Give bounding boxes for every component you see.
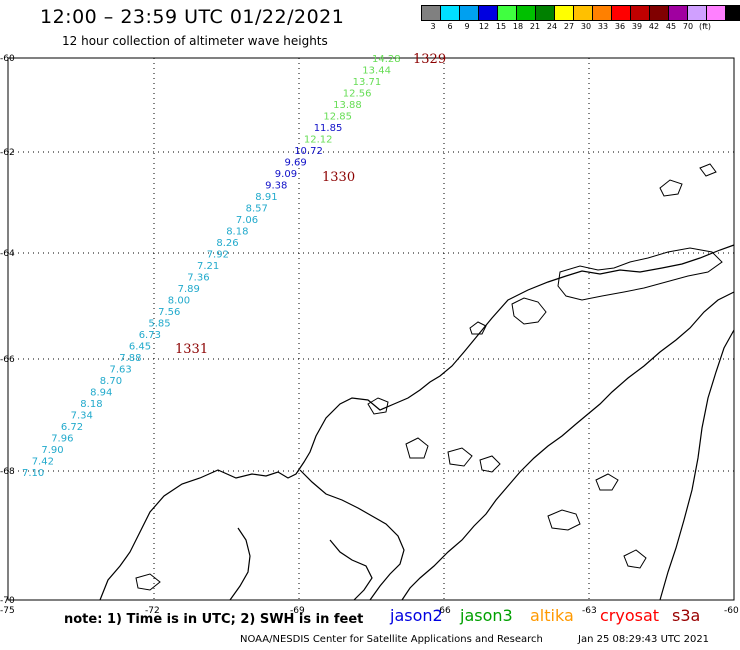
legend-bin-label: 39 [631, 22, 643, 31]
map-subtitle: 12 hour collection of altimeter wave hei… [62, 34, 328, 48]
wave-height-label: 7.56 [158, 307, 180, 318]
legend-bin-label: 30 [580, 22, 592, 31]
lon-tick-labels: -75 -72 -69 -66 -63 -60 [0, 606, 739, 616]
wave-height-label: 7.36 [187, 273, 209, 284]
color-legend-labels: 3 6 9 12 15 18 21 24 27 30 33 36 39 42 45 70 (ft) [422, 22, 740, 34]
lon-tick: -66 [436, 606, 451, 616]
lon-tick: -75 [0, 606, 15, 616]
legend-jason2: jason2 [390, 606, 443, 625]
orbit-label: 1329 [413, 52, 446, 67]
legend-bin-label: 12 [478, 22, 490, 31]
wave-height-label: 12.56 [343, 89, 372, 100]
wave-height-label: 8.00 [168, 296, 190, 307]
wave-height-label: 7.88 [119, 353, 141, 364]
wave-height-label: 8.26 [216, 238, 238, 249]
wave-height-label: 7.63 [110, 365, 132, 376]
altimeter-track: 14.2813.4413.7112.5613.8812.8511.8512.12… [22, 54, 401, 479]
footer-note: note: 1) Time is in UTC; 2) SWH is in fe… [64, 612, 364, 627]
wave-height-label: 7.89 [178, 284, 200, 295]
lon-tick: -69 [290, 606, 305, 616]
legend-bin-label: 45 [665, 22, 677, 31]
lat-lon-grid [8, 58, 734, 600]
wave-height-label: 14.28 [372, 54, 401, 65]
wave-height-label: 7.10 [22, 468, 44, 479]
lat-tick: -66 [0, 355, 15, 365]
wave-height-label: 6.73 [139, 330, 161, 341]
legend-bin-label: 15 [495, 22, 507, 31]
legend-s3a: s3a [672, 606, 701, 625]
wave-height-label: 8.94 [90, 388, 112, 399]
map-frame [7, 57, 735, 601]
wave-height-label: 9.09 [275, 169, 297, 180]
legend-bin-label: 24 [546, 22, 558, 31]
wave-height-label: 6.72 [61, 422, 83, 433]
wave-height-label: 13.44 [362, 66, 391, 77]
wave-height-label: 12.12 [304, 135, 333, 146]
map-title: 12:00 – 23:59 UTC 01/22/2021 [40, 6, 345, 28]
wave-height-label: 8.91 [255, 192, 277, 203]
islands [135, 163, 723, 591]
wave-height-label: 8.70 [100, 376, 122, 387]
legend-bin-label: 36 [614, 22, 626, 31]
lat-tick: -62 [0, 148, 15, 158]
wave-height-label: 10.72 [294, 146, 323, 157]
legend-bin-label: 18 [512, 22, 524, 31]
wave-height-label: 7.92 [207, 250, 229, 261]
legend-bin-label: 33 [597, 22, 609, 31]
legend-altika: altika [530, 606, 574, 625]
lon-tick: -72 [145, 606, 160, 616]
legend-bin-label: 70 [682, 22, 694, 31]
orbit-label: 1331 [175, 342, 208, 357]
wave-height-label: 9.69 [285, 158, 307, 169]
wave-height-label: 7.42 [32, 457, 54, 468]
legend-bin-label: 6 [447, 22, 453, 31]
coastline [99, 244, 735, 601]
orbit-labels: 1329 1330 1331 [175, 52, 446, 357]
wave-height-label: 6.45 [129, 342, 151, 353]
legend-bin-label: 21 [529, 22, 541, 31]
wave-height-label: 7.21 [197, 261, 219, 272]
wave-height-label: 7.90 [41, 445, 63, 456]
lon-tick: -63 [582, 606, 597, 616]
wave-height-label: 13.71 [353, 77, 382, 88]
wave-height-label: 8.18 [226, 227, 248, 238]
legend-bin-label: 42 [648, 22, 660, 31]
legend-cryosat: cryosat [600, 606, 660, 625]
lon-tick: -60 [724, 606, 739, 616]
color-legend [421, 5, 740, 21]
lat-tick-labels: -60 -62 -64 -66 -68 -70 [0, 54, 15, 606]
wave-height-label: 8.18 [80, 399, 102, 410]
wave-height-label: 13.88 [333, 100, 362, 111]
legend-jason3: jason3 [460, 606, 513, 625]
legend-bin-label: 27 [563, 22, 575, 31]
legend-bin-label: 9 [464, 22, 470, 31]
lat-tick: -64 [0, 249, 15, 259]
lat-tick: -70 [0, 596, 15, 606]
wave-height-label: 9.38 [265, 181, 287, 192]
legend-bin-label: 3 [430, 22, 436, 31]
lat-tick: -68 [0, 467, 15, 477]
wave-height-label: 7.34 [71, 411, 93, 422]
wave-height-label: 8.57 [246, 204, 268, 215]
credit-line: NOAA/NESDIS Center for Satellite Applica… [240, 634, 543, 645]
lat-tick: -60 [0, 54, 15, 64]
wave-height-label: 11.85 [314, 123, 343, 134]
orbit-label: 1330 [322, 170, 355, 185]
wave-height-label: 7.96 [51, 434, 73, 445]
wave-height-label: 12.85 [323, 112, 352, 123]
wave-height-label: 5.85 [148, 319, 170, 330]
wave-height-label: 7.06 [236, 215, 258, 226]
legend-swatch [725, 5, 740, 21]
generated-timestamp: Jan 25 08:29:43 UTC 2021 [578, 634, 710, 645]
legend-unit: (ft) [698, 22, 712, 31]
